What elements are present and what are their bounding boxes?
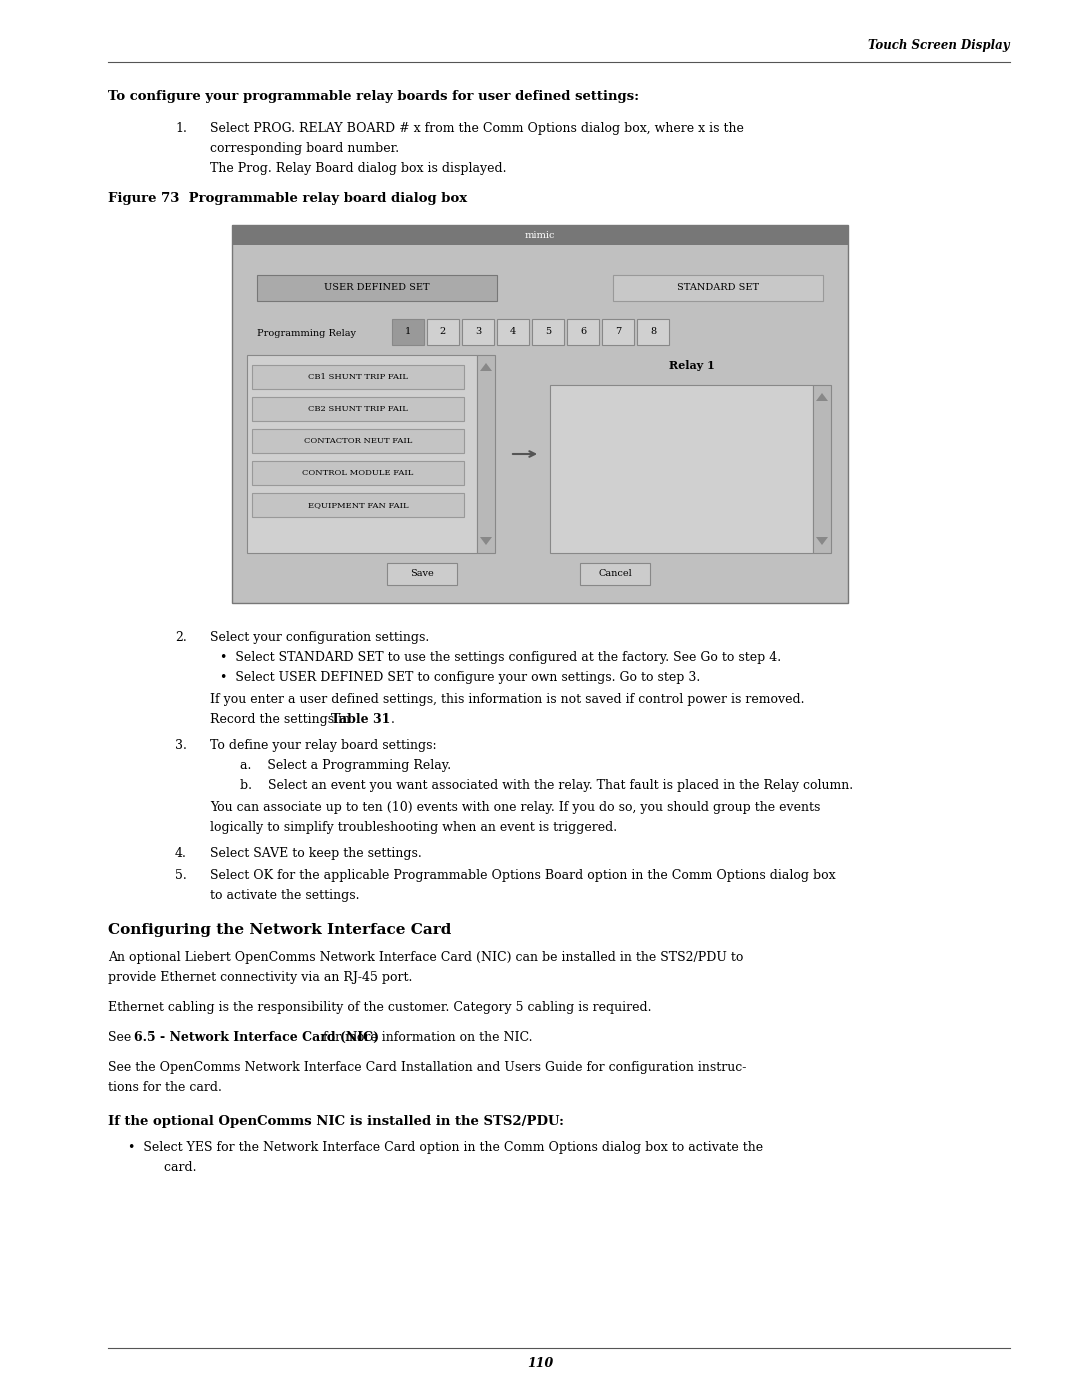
Bar — [257, 275, 497, 300]
Text: You can associate up to ten (10) events with one relay. If you do so, you should: You can associate up to ten (10) events … — [210, 800, 821, 814]
Text: 2.: 2. — [175, 631, 187, 644]
Text: Select PROG. RELAY BOARD # x from the Comm Options dialog box, where x is the: Select PROG. RELAY BOARD # x from the Co… — [210, 122, 744, 136]
Text: Ethernet cabling is the responsibility of the customer. Category 5 cabling is re: Ethernet cabling is the responsibility o… — [108, 1002, 651, 1014]
Text: •  Select STANDARD SET to use the settings configured at the factory. See Go to : • Select STANDARD SET to use the setting… — [220, 651, 781, 664]
Text: 1: 1 — [405, 327, 411, 337]
Text: •  Select YES for the Network Interface Card option in the Comm Options dialog b: • Select YES for the Network Interface C… — [129, 1141, 764, 1154]
Text: CONTROL MODULE FAIL: CONTROL MODULE FAIL — [302, 469, 414, 476]
Text: The Prog. Relay Board dialog box is displayed.: The Prog. Relay Board dialog box is disp… — [210, 162, 507, 175]
Polygon shape — [480, 363, 492, 372]
Text: a.    Select a Programming Relay.: a. Select a Programming Relay. — [240, 759, 451, 773]
Text: To configure your programmable relay boards for user defined settings:: To configure your programmable relay boa… — [108, 89, 639, 103]
Text: USER DEFINED SET: USER DEFINED SET — [324, 284, 430, 292]
Text: Cancel: Cancel — [598, 570, 632, 578]
Bar — [387, 563, 457, 585]
Text: card.: card. — [148, 1161, 197, 1173]
Text: CB1 SHUNT TRIP FAIL: CB1 SHUNT TRIP FAIL — [308, 373, 408, 381]
Text: to activate the settings.: to activate the settings. — [210, 888, 360, 902]
Text: Figure 73  Programmable relay board dialog box: Figure 73 Programmable relay board dialo… — [108, 191, 468, 205]
Text: Configuring the Network Interface Card: Configuring the Network Interface Card — [108, 923, 451, 937]
Text: 110: 110 — [527, 1356, 553, 1370]
Bar — [462, 319, 494, 345]
Text: logically to simplify troubleshooting when an event is triggered.: logically to simplify troubleshooting wh… — [210, 821, 617, 834]
Bar — [252, 397, 464, 420]
Bar — [252, 493, 464, 517]
Bar — [477, 355, 495, 553]
Bar — [813, 386, 831, 553]
Text: 6: 6 — [580, 327, 586, 337]
Text: 6.5 - Network Interface Card (NIC): 6.5 - Network Interface Card (NIC) — [134, 1031, 379, 1044]
Text: CONTACTOR NEUT FAIL: CONTACTOR NEUT FAIL — [303, 437, 413, 446]
Text: EQUIPMENT FAN FAIL: EQUIPMENT FAN FAIL — [308, 502, 408, 509]
Text: Select your configuration settings.: Select your configuration settings. — [210, 631, 429, 644]
Text: Select SAVE to keep the settings.: Select SAVE to keep the settings. — [210, 847, 422, 861]
Text: b.    Select an event you want associated with the relay. That fault is placed i: b. Select an event you want associated w… — [240, 780, 853, 792]
Bar — [602, 319, 634, 345]
Text: STANDARD SET: STANDARD SET — [677, 284, 759, 292]
Bar — [580, 563, 650, 585]
Text: Programming Relay: Programming Relay — [257, 328, 356, 338]
Text: Save: Save — [410, 570, 434, 578]
Text: 4.: 4. — [175, 847, 187, 861]
Text: If you enter a user defined settings, this information is not saved if control p: If you enter a user defined settings, th… — [210, 693, 805, 705]
Text: tions for the card.: tions for the card. — [108, 1081, 221, 1094]
Text: 7: 7 — [615, 327, 621, 337]
Text: 3.: 3. — [175, 739, 187, 752]
Bar — [567, 319, 599, 345]
Text: An optional Liebert OpenComms Network Interface Card (NIC) can be installed in t: An optional Liebert OpenComms Network In… — [108, 951, 743, 964]
Bar — [613, 275, 823, 300]
Text: 8: 8 — [650, 327, 656, 337]
Text: CB2 SHUNT TRIP FAIL: CB2 SHUNT TRIP FAIL — [308, 405, 408, 414]
Bar — [247, 355, 477, 553]
Bar — [427, 319, 459, 345]
Text: mimic: mimic — [525, 231, 555, 239]
Bar — [252, 461, 464, 485]
Bar — [252, 365, 464, 388]
Bar — [252, 429, 464, 453]
Text: 5: 5 — [545, 327, 551, 337]
Text: Table 31: Table 31 — [330, 712, 390, 726]
Text: 4: 4 — [510, 327, 516, 337]
Bar — [497, 319, 529, 345]
Bar — [232, 225, 848, 604]
Text: .: . — [391, 712, 395, 726]
Text: To define your relay board settings:: To define your relay board settings: — [210, 739, 436, 752]
Text: •  Select USER DEFINED SET to configure your own settings. Go to step 3.: • Select USER DEFINED SET to configure y… — [220, 671, 700, 685]
Text: Relay 1: Relay 1 — [669, 360, 714, 372]
Text: Record the settings in: Record the settings in — [210, 712, 354, 726]
Polygon shape — [816, 393, 828, 401]
Text: 1.: 1. — [175, 122, 187, 136]
Polygon shape — [480, 536, 492, 545]
Text: See the OpenComms Network Interface Card Installation and Users Guide for config: See the OpenComms Network Interface Card… — [108, 1060, 746, 1074]
Bar — [532, 319, 564, 345]
Text: corresponding board number.: corresponding board number. — [210, 142, 400, 155]
Bar — [392, 319, 424, 345]
Text: If the optional OpenComms NIC is installed in the STS2/PDU:: If the optional OpenComms NIC is install… — [108, 1115, 564, 1127]
Bar — [637, 319, 669, 345]
Text: provide Ethernet connectivity via an RJ-45 port.: provide Ethernet connectivity via an RJ-… — [108, 971, 413, 983]
Text: 3: 3 — [475, 327, 481, 337]
Text: See: See — [108, 1031, 135, 1044]
Text: Select OK for the applicable Programmable Options Board option in the Comm Optio: Select OK for the applicable Programmabl… — [210, 869, 836, 882]
Text: for more information on the NIC.: for more information on the NIC. — [319, 1031, 532, 1044]
Bar — [232, 225, 848, 244]
Text: Touch Screen Display: Touch Screen Display — [868, 39, 1010, 52]
Text: 5.: 5. — [175, 869, 187, 882]
Text: 2: 2 — [440, 327, 446, 337]
Polygon shape — [816, 536, 828, 545]
Bar — [550, 386, 813, 553]
